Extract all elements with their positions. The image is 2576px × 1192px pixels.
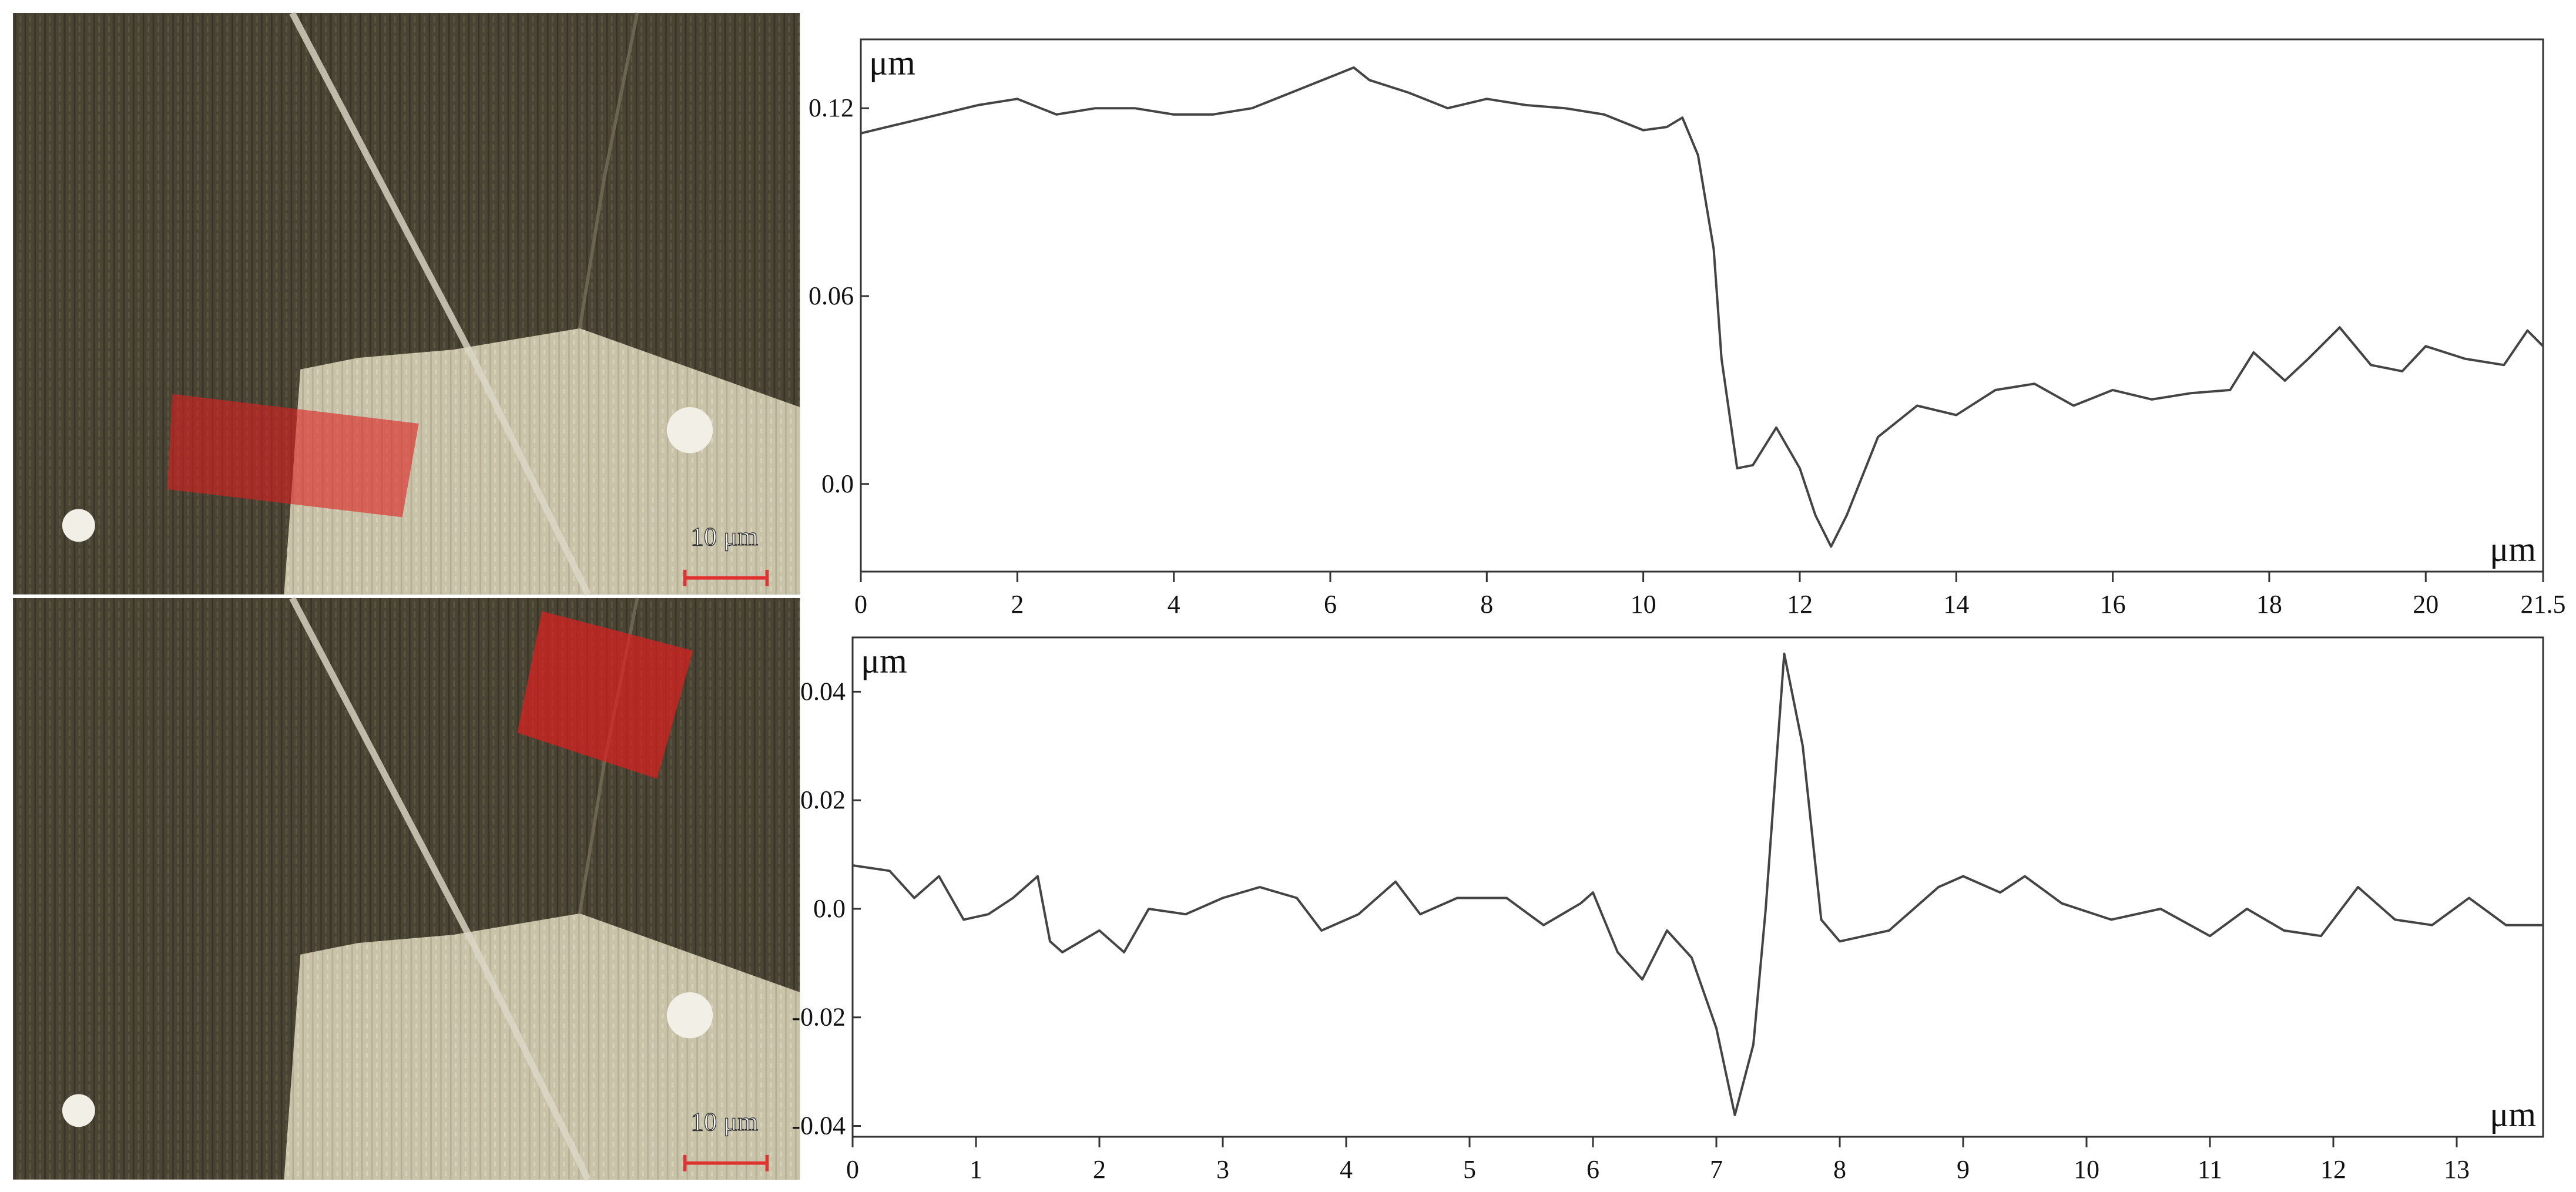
x-axis-label: μm <box>2490 1095 2536 1134</box>
y-tick-label: 0.12 <box>809 93 854 122</box>
x-tick-label: 5 <box>1463 1155 1476 1184</box>
x-tick-label: 1 <box>970 1155 982 1184</box>
x-tick-label: 2 <box>1011 590 1024 619</box>
micrograph: 10 μm <box>13 13 800 595</box>
y-tick-label: 0.02 <box>800 785 846 814</box>
x-tick-label: 8 <box>1833 1155 1846 1184</box>
plot-frame <box>860 38 2544 573</box>
y-tick-label: -0.02 <box>791 1003 846 1032</box>
x-tick-label: 6 <box>1324 590 1337 619</box>
x-tick-label: 13 <box>2444 1155 2470 1184</box>
x-tick-label: 21.5 <box>2521 590 2566 619</box>
y-axis-label: μm <box>869 43 915 82</box>
x-tick-label: 20 <box>2413 590 2439 619</box>
y-axis-label: μm <box>861 642 907 680</box>
x-tick-label: 12 <box>2320 1155 2346 1184</box>
profile-line <box>860 66 2544 548</box>
y-tick-label: 0.0 <box>821 469 854 498</box>
x-tick-label: 4 <box>1340 1155 1353 1184</box>
x-tick-label: 8 <box>1480 590 1493 619</box>
y-tick-label: 0.06 <box>809 281 854 310</box>
x-tick-label: 10 <box>2074 1155 2099 1184</box>
x-tick-label: 9 <box>1957 1155 1970 1184</box>
x-tick-label: 18 <box>2256 590 2282 619</box>
selection <box>517 611 693 779</box>
micrograph: 10 μm <box>13 598 800 1180</box>
x-tick-label: 12 <box>1787 590 1813 619</box>
y-tick-label: -0.04 <box>791 1112 846 1140</box>
profile-line <box>852 652 2543 1116</box>
x-tick-label: 6 <box>1586 1155 1599 1184</box>
x-tick-label: 0 <box>846 1155 859 1184</box>
x-tick-label: 10 <box>1631 590 1656 619</box>
scale-label: 10 μm <box>690 522 758 551</box>
x-tick-label: 0 <box>854 590 867 619</box>
y-tick-label: 0.04 <box>800 677 846 706</box>
selection <box>167 394 419 518</box>
x-tick-label: 2 <box>1093 1155 1106 1184</box>
x-tick-label: 7 <box>1710 1155 1723 1184</box>
x-tick-label: 4 <box>1168 590 1180 619</box>
scale-label: 10 μm <box>690 1107 758 1136</box>
x-axis-label: μm <box>2490 530 2536 569</box>
y-tick-label: 0.0 <box>813 894 846 923</box>
x-tick-label: 16 <box>2100 590 2126 619</box>
x-tick-label: 11 <box>2198 1155 2222 1184</box>
x-tick-label: 3 <box>1216 1155 1229 1184</box>
x-tick-label: 14 <box>1943 590 1969 619</box>
plot-frame <box>851 636 2544 1138</box>
